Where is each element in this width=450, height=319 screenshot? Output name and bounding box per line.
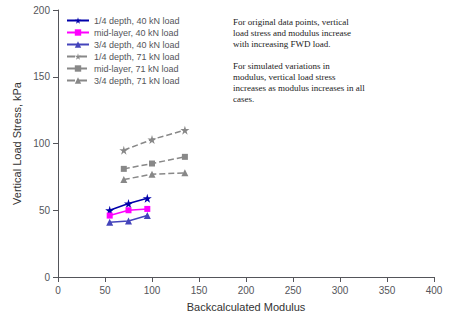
svg-text:load stress and modulus increa: load stress and modulus increase bbox=[233, 28, 351, 38]
svg-text:100: 100 bbox=[33, 138, 50, 149]
svg-text:increases as modulus increases: increases as modulus increases in all bbox=[233, 83, 365, 93]
svg-text:350: 350 bbox=[379, 285, 396, 296]
svg-text:250: 250 bbox=[285, 285, 302, 296]
svg-text:cases.: cases. bbox=[233, 94, 254, 104]
svg-text:0: 0 bbox=[44, 272, 50, 283]
svg-text:3/4 depth, 71 kN load: 3/4 depth, 71 kN load bbox=[94, 76, 180, 86]
svg-text:150: 150 bbox=[33, 71, 50, 82]
svg-text:100: 100 bbox=[144, 285, 161, 296]
svg-text:3/4 depth, 40 kN load: 3/4 depth, 40 kN load bbox=[94, 40, 180, 50]
svg-text:50: 50 bbox=[39, 205, 51, 216]
svg-text:300: 300 bbox=[332, 285, 349, 296]
svg-text:200: 200 bbox=[238, 285, 255, 296]
svg-text:For original data points, vert: For original data points, vertical bbox=[233, 17, 349, 27]
svg-text:with increasing FWD load.: with increasing FWD load. bbox=[233, 39, 330, 49]
svg-text:400: 400 bbox=[426, 285, 443, 296]
svg-text:1/4 depth, 40 kN load: 1/4 depth, 40 kN load bbox=[94, 16, 180, 26]
svg-text:1/4 depth, 71 kN load: 1/4 depth, 71 kN load bbox=[94, 52, 180, 62]
svg-text:For simulated variations in: For simulated variations in bbox=[233, 61, 330, 71]
svg-text:150: 150 bbox=[191, 285, 208, 296]
svg-text:Backcalculated Modulus: Backcalculated Modulus bbox=[187, 301, 306, 313]
svg-text:mid-layer, 71 kN load: mid-layer, 71 kN load bbox=[94, 64, 179, 74]
svg-text:Vertical Load Stress, kPa: Vertical Load Stress, kPa bbox=[11, 81, 23, 205]
svg-text:modulus, vertical load stress: modulus, vertical load stress bbox=[233, 72, 336, 82]
svg-text:mid-layer, 40 kN load: mid-layer, 40 kN load bbox=[94, 28, 179, 38]
svg-text:200: 200 bbox=[33, 5, 50, 16]
svg-text:0: 0 bbox=[55, 285, 61, 296]
svg-text:50: 50 bbox=[99, 285, 111, 296]
